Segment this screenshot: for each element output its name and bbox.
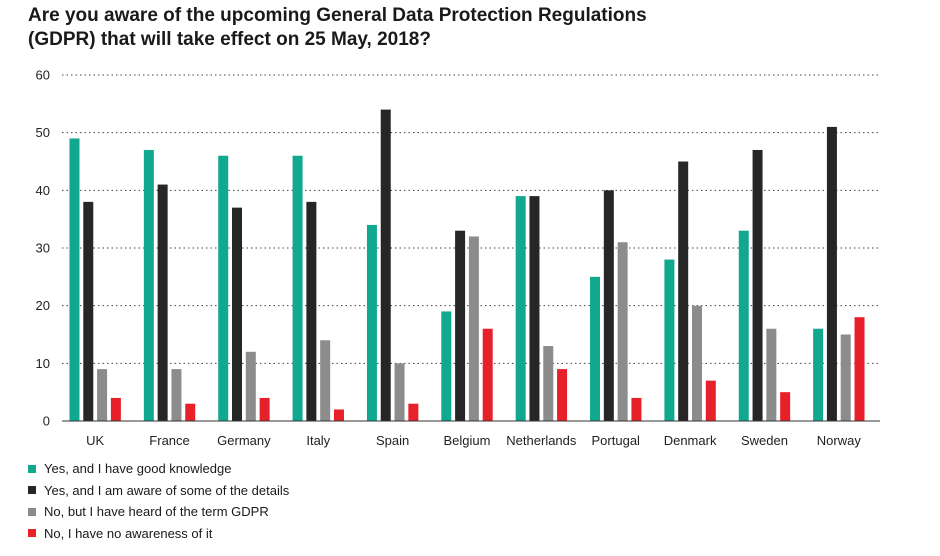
bar — [840, 334, 851, 421]
x-tick-label: Germany — [217, 433, 271, 448]
bar — [482, 328, 493, 421]
bar — [259, 397, 270, 421]
x-tick-label: Sweden — [741, 433, 788, 448]
y-tick-label: 60 — [36, 68, 50, 83]
y-tick-label: 30 — [36, 241, 50, 256]
legend-item: Yes, and I am aware of some of the detai… — [28, 480, 289, 502]
bar — [664, 259, 675, 421]
legend-swatch-good-knowledge — [28, 464, 36, 473]
legend-swatch-some-details — [28, 486, 36, 495]
bar — [678, 161, 689, 421]
chart-title: Are you aware of the upcoming General Da… — [28, 4, 908, 52]
bar — [408, 403, 419, 421]
bar — [69, 138, 80, 421]
bar — [543, 346, 554, 421]
y-tick-label: 50 — [36, 125, 50, 140]
bar — [529, 196, 540, 421]
bar — [333, 409, 344, 421]
bar — [306, 201, 317, 421]
bar — [557, 369, 568, 421]
bar — [394, 363, 405, 421]
bar — [83, 201, 94, 421]
bar — [826, 126, 837, 422]
x-tick-label: Denmark — [664, 433, 717, 448]
x-tick-label: Spain — [376, 433, 409, 448]
y-tick-label: 0 — [43, 414, 50, 429]
bar — [292, 155, 303, 421]
bar — [691, 305, 702, 421]
bar-chart: 0 10 20 30 40 50 60 UK France Germany Italy Spain Be… — [36, 68, 880, 448]
legend-label: No, I have no awareness of it — [44, 525, 213, 541]
bar — [617, 242, 628, 421]
bar — [780, 392, 791, 421]
chart-legend: Yes, and I have good knowledge Yes, and … — [28, 458, 289, 544]
chart-title-line-2: (GDPR) that will take effect on 25 May, … — [28, 29, 431, 50]
x-tick-label: Netherlands — [506, 433, 577, 448]
bar — [738, 230, 749, 421]
x-tick-label: UK — [86, 433, 104, 448]
bar — [468, 236, 479, 421]
bar — [631, 397, 642, 421]
legend-item: No, but I have heard of the term GDPR — [28, 501, 289, 523]
bar — [766, 328, 777, 421]
chart-title-line-1: Are you aware of the upcoming General Da… — [28, 5, 647, 26]
bar — [515, 196, 526, 421]
legend-swatch-heard-of-term — [28, 507, 36, 516]
legend-label: No, but I have heard of the term GDPR — [44, 504, 269, 520]
bar — [603, 190, 614, 421]
x-tick-label: Portugal — [592, 433, 641, 448]
bar — [232, 207, 243, 421]
bar — [366, 224, 377, 421]
bar — [157, 184, 168, 421]
bar — [455, 230, 466, 421]
bar — [380, 109, 391, 421]
legend-item: Yes, and I have good knowledge — [28, 458, 289, 480]
legend-item: No, I have no awareness of it — [28, 523, 289, 545]
bar — [97, 369, 108, 421]
x-tick-label: France — [149, 433, 189, 448]
y-tick-label: 40 — [36, 183, 50, 198]
x-tick-label: Belgium — [444, 433, 491, 448]
legend-label: Yes, and I am aware of some of the detai… — [44, 482, 290, 498]
legend-swatch-no-awareness — [28, 529, 36, 538]
bar — [320, 340, 331, 421]
bar — [752, 149, 763, 421]
x-tick-label: Norway — [817, 433, 862, 448]
bar — [218, 155, 229, 421]
y-tick-label: 20 — [36, 298, 50, 313]
bar — [171, 369, 182, 421]
bar — [110, 397, 121, 421]
bar — [705, 380, 716, 421]
y-tick-label: 10 — [36, 356, 50, 371]
bar — [441, 311, 452, 421]
bar — [143, 149, 154, 421]
bar — [185, 403, 196, 421]
x-tick-label: Italy — [306, 433, 330, 448]
bar — [854, 317, 865, 421]
legend-label: Yes, and I have good knowledge — [44, 461, 232, 477]
bar — [590, 276, 601, 421]
bar — [245, 351, 256, 421]
bar — [813, 328, 824, 421]
